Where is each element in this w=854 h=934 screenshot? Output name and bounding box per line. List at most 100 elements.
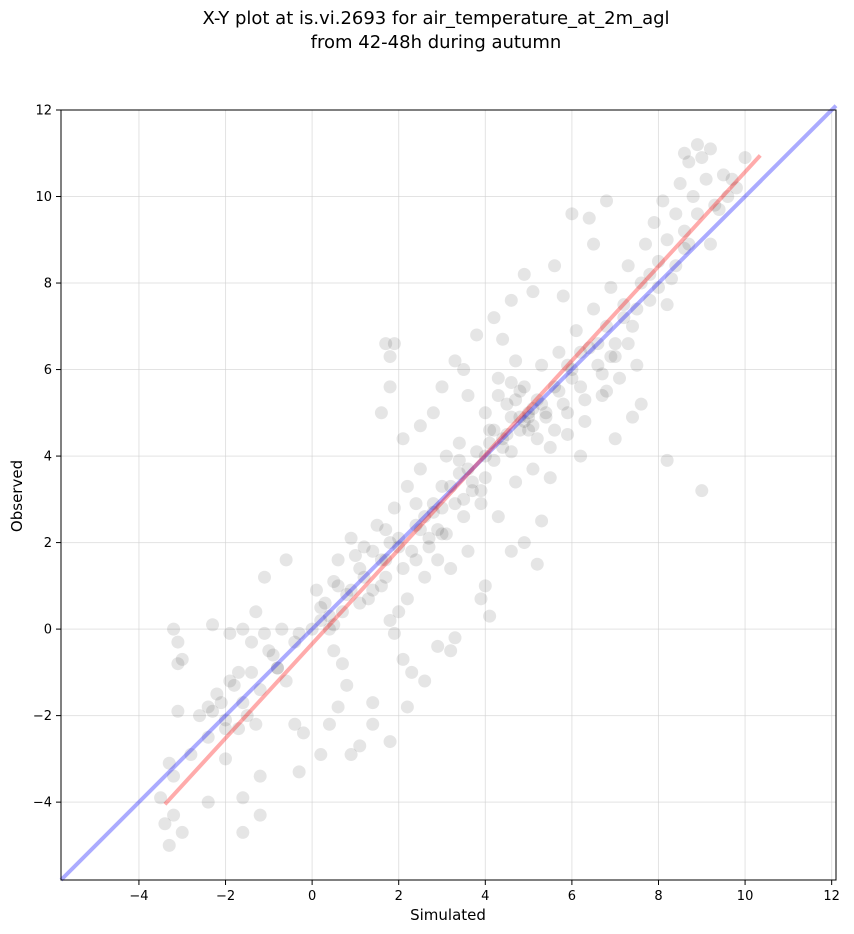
x-tick-label: 8 [654, 889, 662, 904]
data-point [517, 267, 531, 281]
y-tick-label: 2 [44, 536, 52, 551]
data-point [470, 445, 484, 459]
data-point [634, 397, 648, 411]
data-point [504, 376, 518, 390]
data-point [539, 406, 553, 420]
data-point [361, 592, 375, 606]
chart-title-line-2: from 42-48h during autumn [311, 32, 562, 53]
data-point [193, 709, 207, 723]
data-point [595, 367, 609, 381]
data-point [162, 756, 176, 770]
data-point [690, 207, 704, 221]
data-point [335, 657, 349, 671]
data-point [621, 337, 635, 351]
data-point [409, 518, 423, 532]
reference-lines [59, 104, 838, 882]
data-point [426, 505, 440, 519]
data-point [647, 215, 661, 229]
data-point [387, 626, 401, 640]
data-point [716, 168, 730, 182]
data-point [374, 553, 388, 567]
data-point [444, 644, 458, 658]
y-tick-label: 8 [44, 277, 52, 292]
data-point [426, 406, 440, 420]
data-point [353, 739, 367, 753]
data-point [470, 328, 484, 342]
data-point [400, 479, 414, 493]
data-point [578, 393, 592, 407]
data-point [690, 138, 704, 152]
data-point [335, 605, 349, 619]
data-point [595, 389, 609, 403]
x-axis-label: Simulated [410, 906, 486, 924]
data-point [379, 570, 393, 584]
data-point [703, 142, 717, 156]
data-point [396, 432, 410, 446]
y-tick-label: −2 [33, 709, 52, 724]
data-point [574, 449, 588, 463]
fit-line [163, 154, 762, 806]
data-point [253, 769, 267, 783]
data-point [413, 419, 427, 433]
data-point [664, 272, 678, 286]
data-point [608, 337, 622, 351]
data-point [465, 484, 479, 498]
data-point [206, 704, 220, 718]
data-point [435, 527, 449, 541]
data-point [630, 302, 644, 316]
data-point [513, 410, 527, 424]
data-point [517, 414, 531, 428]
data-point [725, 172, 739, 186]
data-point [530, 432, 544, 446]
data-point [535, 358, 549, 372]
data-point [556, 397, 570, 411]
data-point [266, 648, 280, 662]
data-point [236, 791, 250, 805]
data-point [591, 358, 605, 372]
data-point [366, 717, 380, 731]
data-point [513, 384, 527, 398]
data-point [686, 190, 700, 204]
data-point [327, 618, 341, 632]
data-point [353, 596, 367, 610]
data-points [154, 138, 752, 852]
data-point [500, 397, 514, 411]
data-point [275, 622, 289, 636]
data-point [504, 293, 518, 307]
data-point [257, 570, 271, 584]
data-point [677, 241, 691, 255]
data-point [366, 544, 380, 558]
data-point [366, 583, 380, 597]
data-point [249, 605, 263, 619]
data-point [504, 544, 518, 558]
y-tick-label: 10 [35, 190, 52, 205]
data-point [422, 540, 436, 554]
data-point [340, 678, 354, 692]
data-point [357, 540, 371, 554]
data-point [162, 838, 176, 852]
data-point [383, 613, 397, 627]
data-point [435, 479, 449, 493]
data-point [660, 298, 674, 312]
data-point [262, 644, 276, 658]
data-point [322, 609, 336, 623]
data-point [431, 553, 445, 567]
data-point [154, 791, 168, 805]
data-point [232, 665, 246, 679]
y-tick-label: 12 [35, 104, 52, 119]
data-point [409, 497, 423, 511]
data-point [569, 324, 583, 338]
data-point [418, 674, 432, 688]
data-point [621, 259, 635, 273]
data-point [491, 371, 505, 385]
data-point [292, 626, 306, 640]
data-point [370, 518, 384, 532]
data-point [344, 748, 358, 762]
data-point [245, 635, 259, 649]
data-point [552, 345, 566, 359]
data-point [478, 471, 492, 485]
data-point [478, 449, 492, 463]
data-point [669, 207, 683, 221]
data-point [270, 661, 284, 675]
data-point [435, 501, 449, 515]
